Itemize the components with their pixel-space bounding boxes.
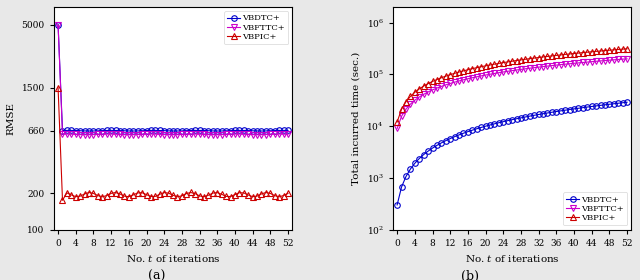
VBPIC+ [540,55,547,59]
VBPIC+ [196,194,204,198]
VBFTTC+ [262,133,269,136]
Line: VBPIC+: VBPIC+ [55,85,291,203]
VBFTTC+ [455,79,463,83]
VBDTC+ [116,129,124,132]
VBPIC+ [191,192,199,195]
VBDTC+ [455,133,463,137]
Line: VBPIC+: VBPIC+ [394,46,630,125]
VBFTTC+ [526,67,534,70]
VBFTTC+ [187,132,195,136]
VBFTTC+ [623,57,631,60]
VBDTC+ [191,129,199,132]
VBDTC+ [596,104,604,107]
VBDTC+ [262,129,269,133]
VBDTC+ [394,203,401,207]
VBFTTC+ [570,62,578,65]
Line: VBFTTC+: VBFTTC+ [55,22,291,137]
VBFTTC+ [596,59,604,63]
VBFTTC+ [253,133,261,136]
VBFTTC+ [231,132,239,136]
VBDTC+ [540,112,547,115]
Line: VBDTC+: VBDTC+ [55,22,291,134]
VBPIC+ [531,56,538,60]
VBPIC+ [284,192,292,195]
Y-axis label: RMSE: RMSE [7,102,16,135]
VBFTTC+ [531,66,538,69]
VBFTTC+ [540,65,547,68]
VBPIC+ [59,199,67,202]
VBFTTC+ [284,133,292,136]
Line: VBFTTC+: VBFTTC+ [394,56,630,131]
VBFTTC+ [394,127,401,130]
VBDTC+ [623,101,631,104]
VBPIC+ [236,191,243,194]
VBPIC+ [570,52,578,55]
Line: VBDTC+: VBDTC+ [394,99,630,208]
Text: (b): (b) [461,270,479,280]
Legend: VBDTC+, VBFTTC+, VBPIC+: VBDTC+, VBFTTC+, VBPIC+ [563,192,627,225]
X-axis label: No. $t$ of iterations: No. $t$ of iterations [465,253,559,264]
VBPIC+ [526,57,534,60]
VBPIC+ [394,120,401,124]
VBDTC+ [236,129,243,132]
VBPIC+ [205,193,212,197]
VBDTC+ [284,129,292,132]
VBDTC+ [531,114,538,117]
VBDTC+ [196,129,204,132]
VBDTC+ [526,115,534,118]
VBPIC+ [623,47,631,50]
VBDTC+ [205,129,212,132]
Y-axis label: Total incurred time (sec.): Total incurred time (sec.) [352,52,361,185]
Legend: VBDTC+, VBFTTC+, VBPIC+: VBDTC+, VBFTTC+, VBPIC+ [224,11,288,44]
VBPIC+ [455,70,463,74]
VBPIC+ [120,195,128,198]
VBFTTC+ [54,23,62,26]
VBPIC+ [262,191,269,194]
VBDTC+ [570,107,578,111]
VBDTC+ [129,129,137,133]
Text: (a): (a) [148,270,166,280]
VBFTTC+ [116,133,124,136]
VBPIC+ [54,86,62,89]
VBFTTC+ [191,132,199,136]
VBFTTC+ [200,133,208,136]
VBDTC+ [54,23,62,26]
VBPIC+ [596,49,604,53]
X-axis label: No. $t$ of iterations: No. $t$ of iterations [125,253,220,264]
